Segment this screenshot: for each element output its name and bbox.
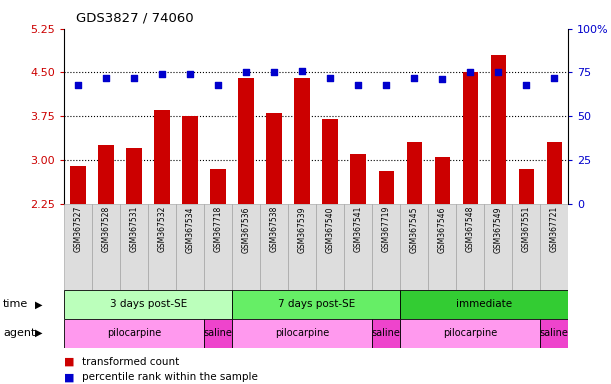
Bar <box>260 204 288 290</box>
Bar <box>400 204 428 290</box>
Bar <box>92 204 120 290</box>
Bar <box>266 113 282 334</box>
Text: GSM367721: GSM367721 <box>550 206 558 252</box>
Bar <box>378 172 394 334</box>
Bar <box>400 319 540 348</box>
Bar <box>204 204 232 290</box>
Point <box>130 74 139 81</box>
Bar <box>372 204 400 290</box>
Point <box>269 70 279 76</box>
Bar <box>120 204 148 290</box>
Text: GSM367528: GSM367528 <box>101 206 111 252</box>
Point <box>213 82 223 88</box>
Bar <box>126 148 142 334</box>
Point <box>493 70 503 76</box>
Bar <box>204 319 232 348</box>
Text: GSM367546: GSM367546 <box>437 206 447 253</box>
Text: GSM367539: GSM367539 <box>298 206 307 253</box>
Bar <box>512 204 540 290</box>
Text: GSM367545: GSM367545 <box>410 206 419 253</box>
Text: ▶: ▶ <box>35 328 43 338</box>
Text: agent: agent <box>3 328 35 338</box>
Bar <box>491 55 506 334</box>
Bar <box>484 204 512 290</box>
Bar <box>463 73 478 334</box>
Bar <box>70 166 86 334</box>
Bar <box>323 119 338 334</box>
Bar <box>183 116 198 334</box>
Bar <box>316 204 344 290</box>
Bar <box>400 290 568 319</box>
Text: pilocarpine: pilocarpine <box>107 328 161 338</box>
Text: pilocarpine: pilocarpine <box>275 328 329 338</box>
Bar <box>238 78 254 334</box>
Bar <box>351 154 366 334</box>
Text: GSM367548: GSM367548 <box>466 206 475 253</box>
Text: 7 days post-SE: 7 days post-SE <box>277 299 355 310</box>
Point <box>521 82 531 88</box>
Text: GSM367549: GSM367549 <box>494 206 503 253</box>
Bar <box>288 204 316 290</box>
Text: GSM367531: GSM367531 <box>130 206 139 253</box>
Text: saline: saline <box>371 328 401 338</box>
Bar <box>344 204 372 290</box>
Text: pilocarpine: pilocarpine <box>443 328 497 338</box>
Text: GSM367538: GSM367538 <box>269 206 279 253</box>
Text: GDS3827 / 74060: GDS3827 / 74060 <box>76 12 194 25</box>
Point <box>298 68 307 74</box>
Bar <box>98 145 114 334</box>
Point <box>466 70 475 76</box>
Text: saline: saline <box>540 328 569 338</box>
Text: GSM367534: GSM367534 <box>186 206 195 253</box>
Bar <box>372 319 400 348</box>
Text: ■: ■ <box>64 372 75 382</box>
Point <box>549 74 559 81</box>
Bar <box>546 142 562 334</box>
Bar <box>540 319 568 348</box>
Bar <box>434 157 450 334</box>
Bar <box>148 204 176 290</box>
Text: GSM367551: GSM367551 <box>522 206 531 253</box>
Text: 3 days post-SE: 3 days post-SE <box>109 299 187 310</box>
Text: ■: ■ <box>64 357 75 367</box>
Point <box>437 76 447 83</box>
Text: GSM367719: GSM367719 <box>382 206 390 253</box>
Text: GSM367540: GSM367540 <box>326 206 335 253</box>
Bar <box>519 169 534 334</box>
Bar <box>232 204 260 290</box>
Bar <box>295 78 310 334</box>
Bar <box>64 319 204 348</box>
Text: GSM367532: GSM367532 <box>158 206 167 253</box>
Text: saline: saline <box>203 328 233 338</box>
Text: GSM367527: GSM367527 <box>74 206 82 253</box>
Point <box>325 74 335 81</box>
Point <box>157 71 167 77</box>
Point <box>185 71 195 77</box>
Point <box>101 74 111 81</box>
Text: ▶: ▶ <box>35 299 43 310</box>
Text: immediate: immediate <box>456 299 512 310</box>
Text: GSM367718: GSM367718 <box>214 206 222 252</box>
Text: transformed count: transformed count <box>82 357 180 367</box>
Text: percentile rank within the sample: percentile rank within the sample <box>82 372 258 382</box>
Bar <box>456 204 485 290</box>
Point <box>241 70 251 76</box>
Bar <box>232 319 372 348</box>
Point <box>409 74 419 81</box>
Bar <box>210 169 226 334</box>
Text: GSM367536: GSM367536 <box>242 206 251 253</box>
Text: GSM367541: GSM367541 <box>354 206 363 253</box>
Bar <box>176 204 204 290</box>
Bar <box>406 142 422 334</box>
Bar <box>155 110 170 334</box>
Text: time: time <box>3 299 28 310</box>
Bar <box>64 290 232 319</box>
Bar <box>540 204 568 290</box>
Bar <box>428 204 456 290</box>
Bar <box>64 204 92 290</box>
Point <box>353 82 363 88</box>
Bar <box>232 290 400 319</box>
Point <box>73 82 83 88</box>
Point <box>381 82 391 88</box>
